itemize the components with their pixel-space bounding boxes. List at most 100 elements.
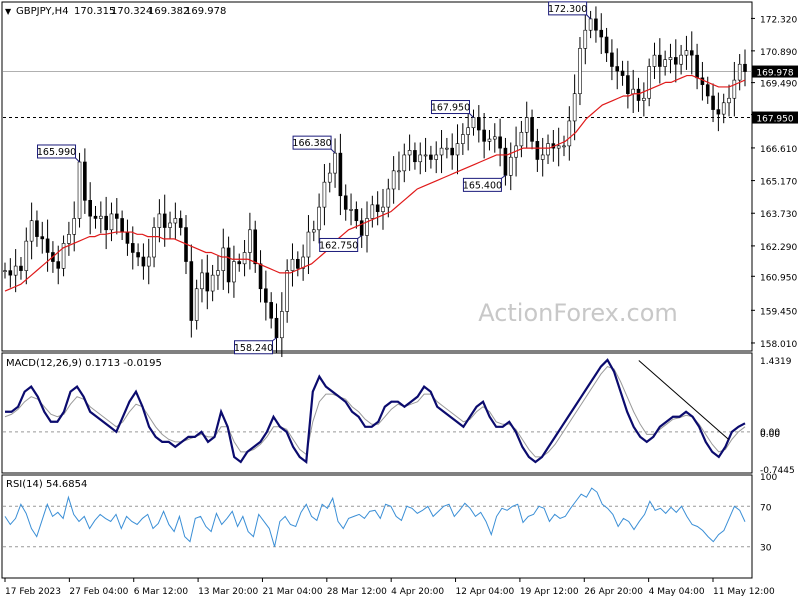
candle-body <box>652 54 657 67</box>
candle-body <box>668 57 673 60</box>
candle-body <box>583 29 588 49</box>
candle-body <box>689 50 694 56</box>
candle-body <box>280 311 284 339</box>
candle-body <box>434 154 439 160</box>
x-tick-label: 28 Mar 12:00 <box>327 587 387 597</box>
candle-body <box>77 161 82 219</box>
candle-body <box>487 138 492 142</box>
candle-body <box>285 270 289 312</box>
candle-body <box>455 143 460 156</box>
price-annotation-label: 165.400 <box>463 180 502 191</box>
candle-body <box>290 258 295 271</box>
level-price-label: 167.950 <box>756 115 793 125</box>
candle-body <box>530 117 534 142</box>
rsi-panel: RSI(14) 54.6854 100 70 30 <box>3 473 777 554</box>
price-annotation-label: 167.950 <box>431 103 470 114</box>
price-tick-label: 172.320 <box>760 15 797 25</box>
candle-body <box>572 93 577 122</box>
macd-trendline <box>638 360 729 440</box>
rsi-label: RSI(14) 54.6854 <box>6 479 87 490</box>
candle-body <box>556 145 561 149</box>
candle-body <box>258 263 263 290</box>
macd-panel-frame <box>1 352 753 474</box>
candle-body <box>24 240 29 271</box>
price-annotation-label: 165.990 <box>37 147 76 158</box>
candle-body <box>8 270 13 276</box>
candle-body <box>626 75 630 95</box>
rsi-line <box>4 487 746 547</box>
candle-body <box>642 97 646 101</box>
candle-body <box>647 66 651 99</box>
candle-body <box>333 152 337 174</box>
candle-body <box>99 215 103 219</box>
candle-body <box>157 213 162 228</box>
symbol-label: GBPJPY,H4 <box>16 6 69 17</box>
price-tick-label: 163.730 <box>760 210 797 220</box>
candle-body <box>88 200 92 217</box>
candle-body <box>237 261 242 265</box>
candle-body <box>477 117 481 131</box>
candle-body <box>658 54 662 67</box>
candle-body <box>700 77 705 85</box>
candle-body <box>13 265 18 276</box>
candle-body <box>56 261 61 269</box>
candle-body <box>594 18 598 31</box>
price-annotation-box <box>319 237 359 252</box>
candle-body <box>610 52 614 67</box>
candle-body <box>242 252 247 265</box>
price-annotation-label: 162.750 <box>319 240 358 251</box>
candle-body <box>498 136 502 149</box>
candle-body <box>519 131 524 147</box>
candle-body <box>391 170 396 190</box>
price-annotation-label: 158.240 <box>234 343 273 354</box>
candle-body <box>695 54 699 79</box>
candle-body <box>40 236 45 240</box>
candle-body <box>306 231 311 258</box>
candle-body <box>354 209 359 222</box>
candle-body <box>29 220 34 242</box>
macd-panel: MACD(12,26,9) 0.1713 -0.0195 1.43190.000… <box>3 357 795 476</box>
price-annotation-connector <box>272 337 277 342</box>
candle-body <box>311 229 316 233</box>
price-tick-label: 170.890 <box>760 48 797 58</box>
candle-body <box>397 170 401 173</box>
candle-body <box>546 143 550 156</box>
candle-body <box>216 270 220 276</box>
price-header: ▼ GBPJPY,H4 170.315 170.324 169.382 169.… <box>5 6 226 17</box>
candle-body <box>705 84 710 97</box>
x-tick-label: 27 Feb 04:00 <box>69 587 128 597</box>
current-price-label: 169.978 <box>756 69 793 79</box>
rsi-tick-label: 100 <box>760 473 777 483</box>
candle-body <box>471 117 476 129</box>
price-annotation-label: 172.300 <box>548 4 587 15</box>
ohlc-high: 170.324 <box>111 6 152 17</box>
rsi-tick-label: 30 <box>760 544 772 554</box>
candle-body <box>535 141 540 160</box>
candle-body <box>109 213 114 231</box>
candle-body <box>93 215 98 219</box>
price-annotation-box <box>292 135 332 150</box>
candle-body <box>322 181 327 208</box>
price-tick-label: 160.950 <box>760 273 797 283</box>
candle-body <box>429 154 433 160</box>
candle-body <box>540 154 545 160</box>
candle-body <box>466 127 470 135</box>
candle-body <box>173 218 178 224</box>
candle-body <box>423 154 428 157</box>
x-tick-label: 4 Apr 20:00 <box>391 587 444 597</box>
macd-signal-line <box>4 365 746 458</box>
candle-body <box>189 261 194 321</box>
candle-body <box>146 256 151 267</box>
candle-body <box>210 274 215 292</box>
price-tick-label: 169.490 <box>760 80 797 90</box>
candle-body <box>615 66 620 72</box>
ohlc-open: 170.315 <box>74 6 115 17</box>
macd-label: MACD(12,26,9) 0.1713 -0.0195 <box>6 358 162 369</box>
candle-body <box>205 272 210 292</box>
candle-body <box>45 238 50 253</box>
candle-body <box>3 270 7 272</box>
candle-body <box>200 272 204 290</box>
candle-body <box>248 229 252 253</box>
macd-tick-label: 0.00 <box>760 428 780 438</box>
